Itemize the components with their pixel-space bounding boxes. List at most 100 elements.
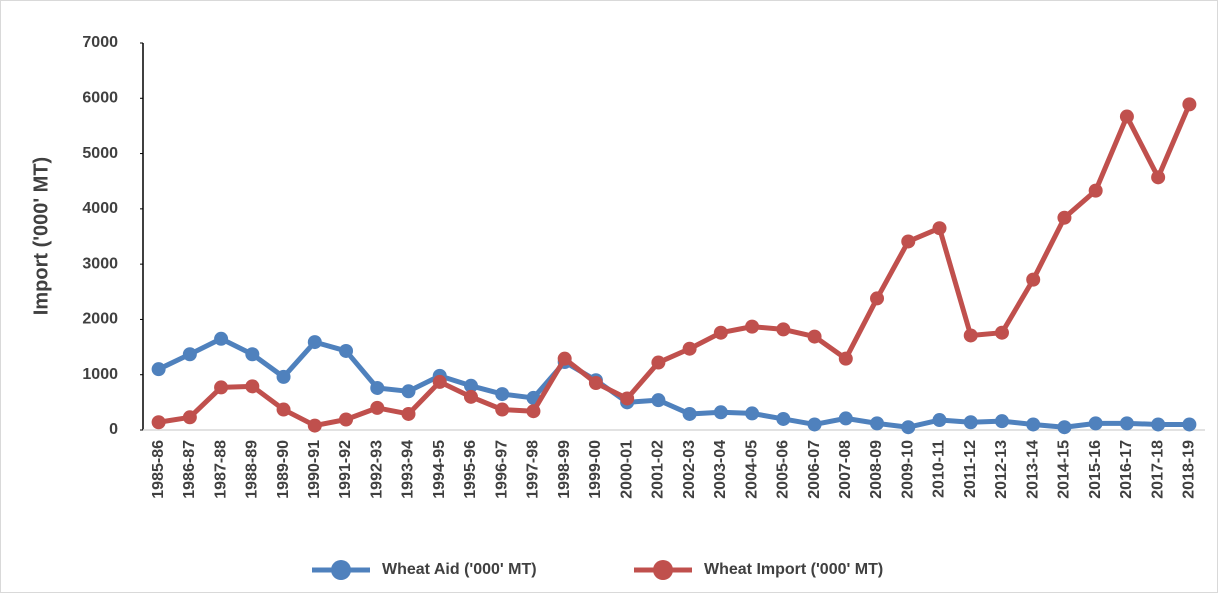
data-point (495, 402, 510, 417)
x-tick-label: 1987-88 (212, 440, 229, 499)
data-point (870, 291, 885, 306)
y-tick-label: 2000 (82, 311, 118, 328)
data-point (776, 411, 791, 426)
data-point (370, 400, 385, 415)
data-point (588, 376, 603, 391)
data-point (1151, 170, 1166, 185)
data-point (838, 351, 853, 366)
data-point (151, 415, 166, 430)
y-tick-label: 0 (109, 421, 118, 438)
x-tick-label: 2014-15 (1056, 440, 1073, 499)
x-tick-label: 2002-03 (681, 440, 698, 499)
data-point (1119, 416, 1134, 431)
data-point (1088, 183, 1103, 198)
data-point (307, 335, 322, 350)
y-tick-label: 1000 (82, 366, 118, 383)
x-tick-label: 2007-08 (837, 440, 854, 499)
x-tick-label: 1997-98 (525, 440, 542, 499)
data-point (1182, 97, 1197, 112)
y-tick-label: 4000 (82, 200, 118, 217)
y-axis-title: Import ('000' MT) (30, 157, 52, 315)
data-point (682, 341, 697, 356)
y-tick-label: 6000 (82, 90, 118, 107)
data-point (838, 411, 853, 426)
x-tick-label: 1991-92 (337, 440, 354, 499)
data-point (557, 351, 572, 366)
data-point (276, 369, 291, 384)
data-point (339, 412, 354, 427)
x-tick-label: 1989-90 (275, 440, 292, 499)
data-point (182, 347, 197, 362)
x-tick-label: 2010-11 (931, 440, 948, 498)
data-point (182, 410, 197, 425)
x-tick-label: 2011-12 (962, 440, 979, 498)
x-tick-label: 2003-04 (712, 440, 729, 499)
x-tick-label: 2008-09 (868, 440, 885, 499)
x-tick-label: 1988-89 (244, 440, 261, 499)
data-point (432, 374, 447, 389)
x-tick-label: 2004-05 (743, 440, 760, 499)
x-tick-label: 2016-17 (1118, 440, 1135, 499)
data-point (151, 362, 166, 377)
data-point (994, 325, 1009, 340)
data-point (1026, 417, 1041, 432)
data-point (276, 402, 291, 417)
x-tick-label: 2006-07 (806, 440, 823, 499)
data-point (963, 415, 978, 430)
data-point (651, 393, 666, 408)
y-tick-label: 3000 (82, 255, 118, 272)
data-point (214, 331, 229, 346)
data-point (776, 322, 791, 337)
data-point (807, 417, 822, 432)
data-point (901, 234, 916, 249)
data-point (245, 379, 260, 394)
data-point (932, 413, 947, 428)
x-tick-label: 1995-96 (462, 440, 479, 499)
data-point (963, 328, 978, 343)
x-tick-label: 2012-13 (993, 440, 1010, 499)
data-point (870, 416, 885, 431)
data-point (1057, 420, 1072, 435)
data-point (463, 378, 478, 393)
data-point (401, 384, 416, 399)
x-tick-label: 1993-94 (400, 440, 417, 499)
data-point (370, 380, 385, 395)
data-point (682, 406, 697, 421)
legend-label: Wheat Import ('000' MT) (704, 561, 883, 578)
x-tick-label: 2009-10 (899, 440, 916, 499)
data-point (901, 420, 916, 435)
data-point (932, 221, 947, 236)
data-point (745, 319, 760, 334)
x-tick-label: 1990-91 (306, 440, 323, 499)
data-point (401, 406, 416, 421)
x-tick-label: 1999-00 (587, 440, 604, 499)
data-point (713, 405, 728, 420)
series-line (157, 336, 1190, 430)
x-tick-label: 1992-93 (368, 440, 385, 499)
x-tick-label: 2000-01 (618, 440, 635, 499)
x-tick-label: 1996-97 (493, 440, 510, 499)
data-point (807, 329, 822, 344)
data-point (1151, 417, 1166, 432)
data-point (463, 389, 478, 404)
data-point (713, 325, 728, 340)
data-point (1182, 417, 1197, 432)
data-point (994, 414, 1009, 429)
data-point (1119, 109, 1134, 124)
x-tick-label: 1994-95 (431, 440, 448, 499)
x-tick-label: 2015-16 (1087, 440, 1104, 499)
x-tick-label: 2001-02 (650, 440, 667, 499)
y-tick-label: 5000 (82, 145, 118, 162)
legend-marker (653, 560, 673, 580)
data-point (1088, 416, 1103, 431)
x-tick-label: 1985-86 (150, 440, 167, 499)
data-point (495, 387, 510, 402)
data-point (307, 418, 322, 433)
x-tick-label: 2005-06 (775, 440, 792, 499)
data-point (620, 391, 635, 406)
x-tick-label: 2017-18 (1149, 440, 1166, 499)
legend-marker (331, 560, 351, 580)
data-point (526, 404, 541, 419)
